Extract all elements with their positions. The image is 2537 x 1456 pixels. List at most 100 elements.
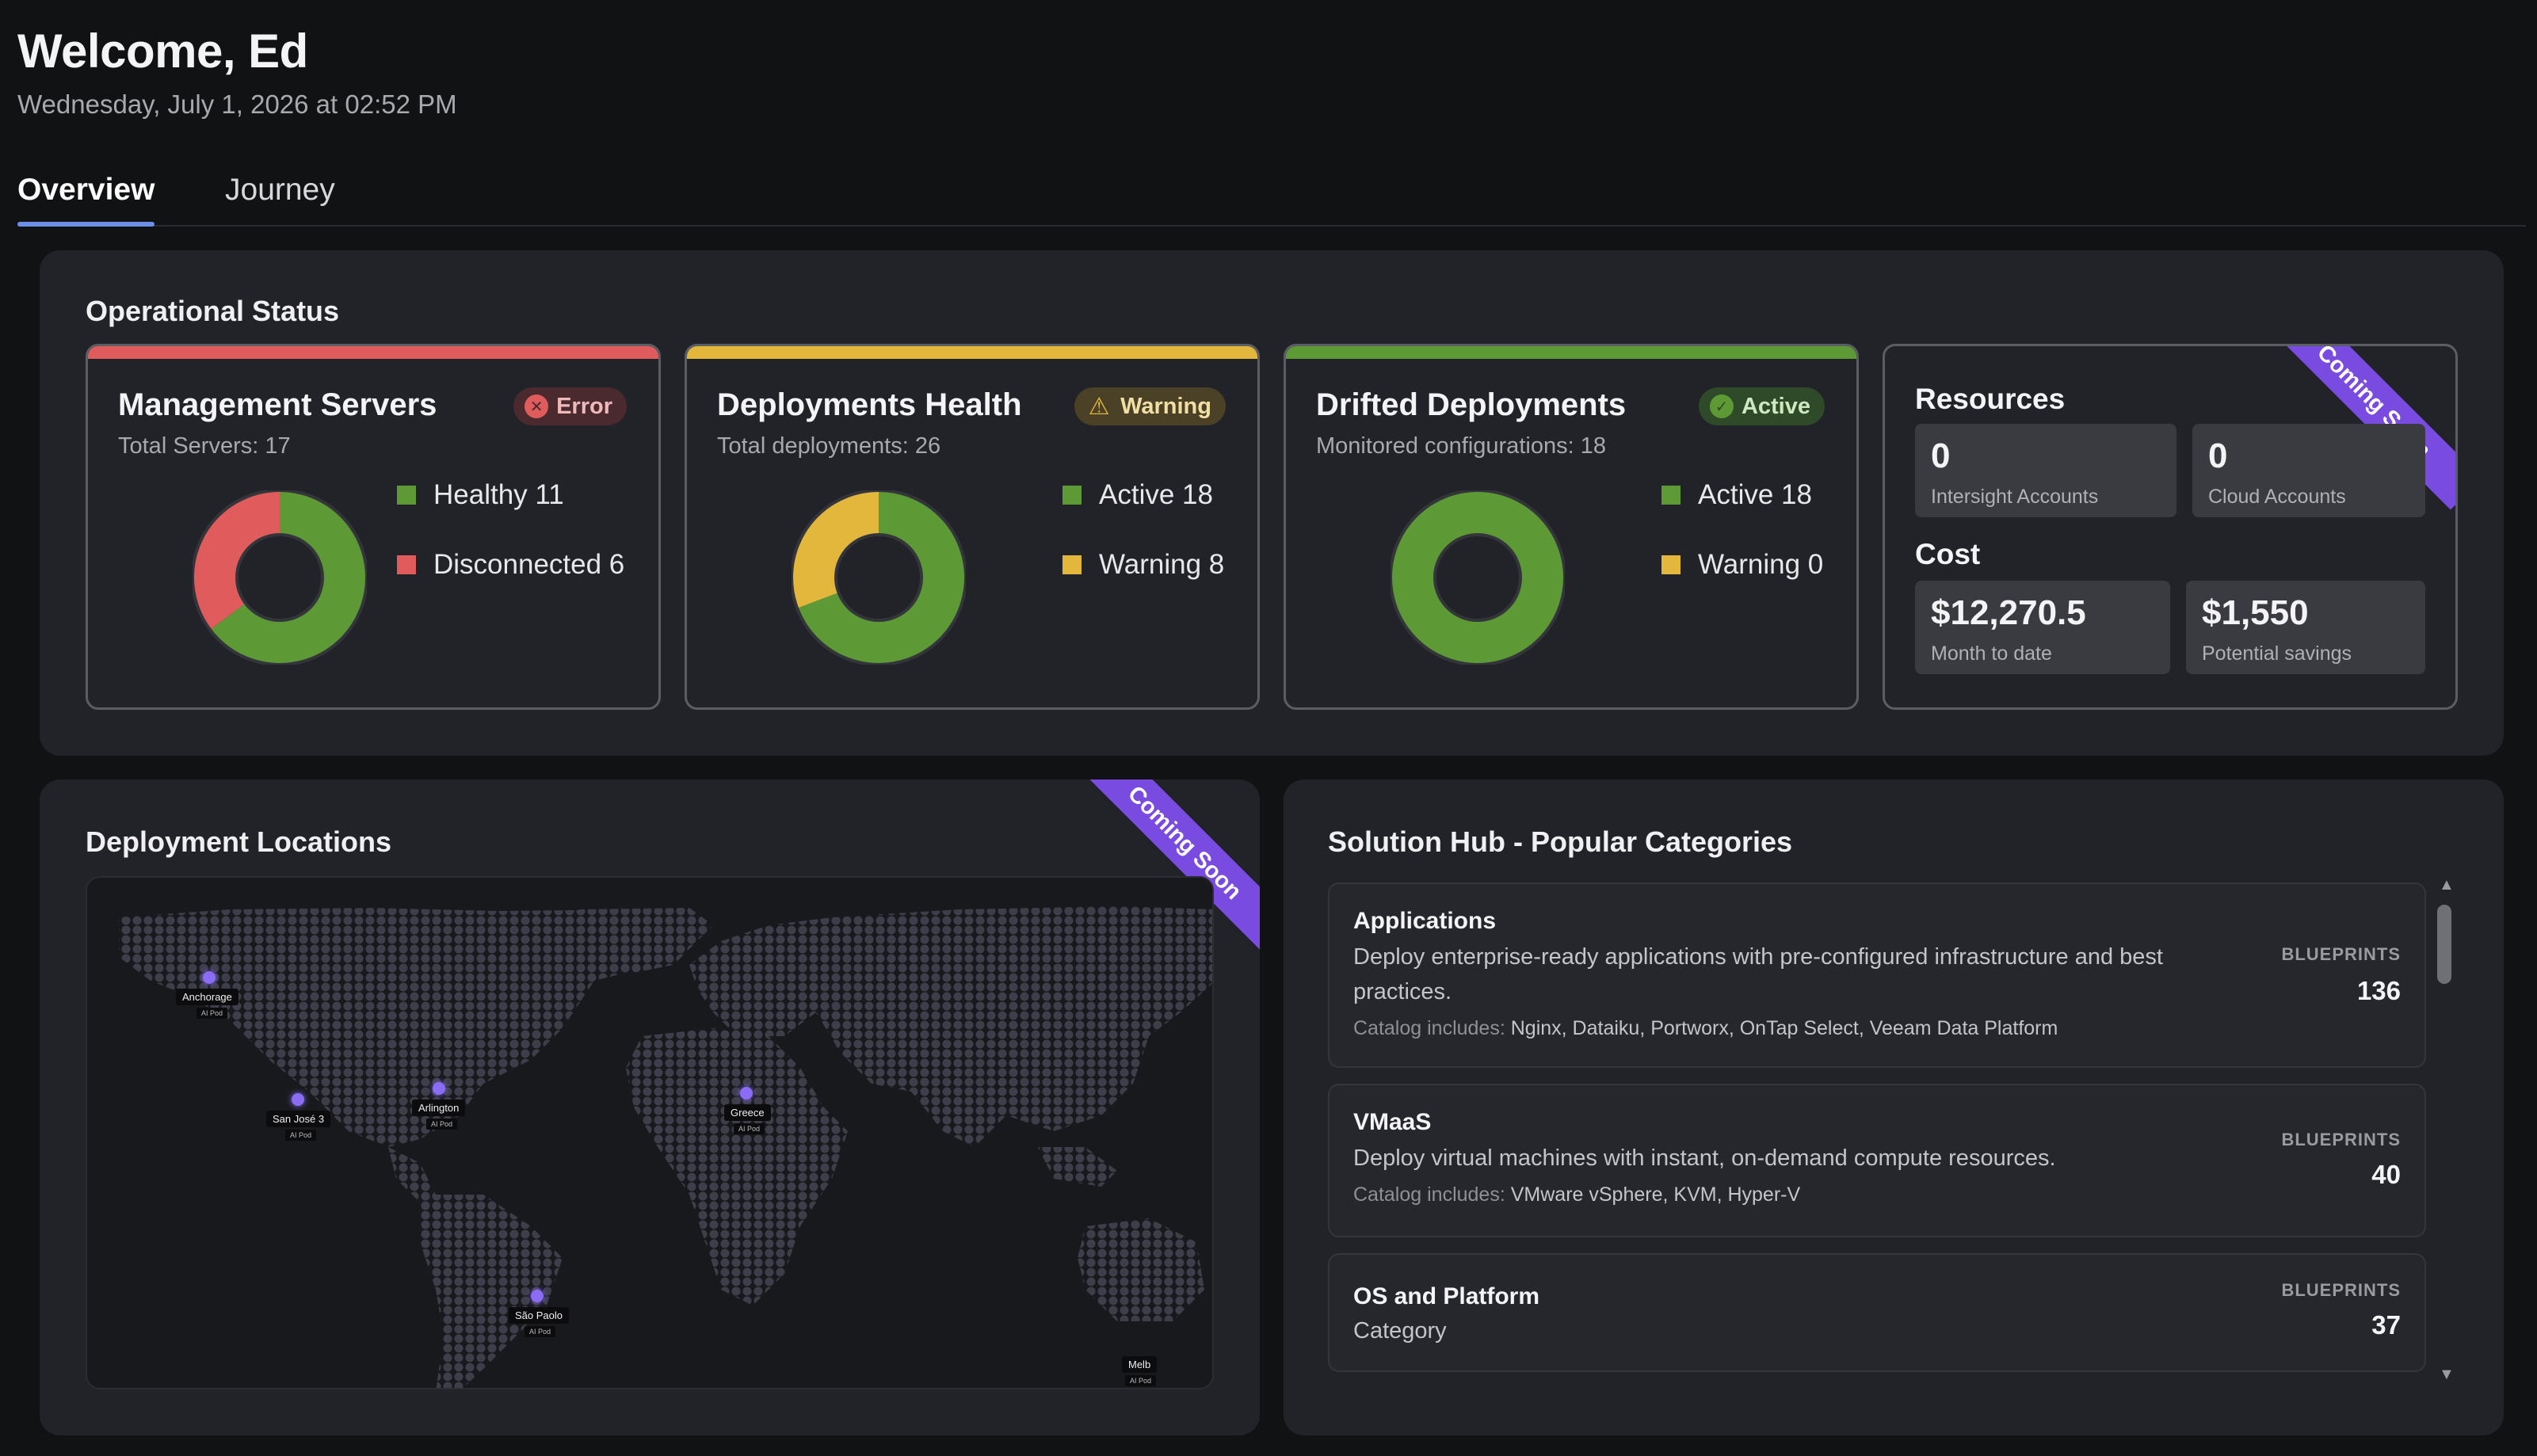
blueprints-label: BLUEPRINTS — [2281, 944, 2401, 964]
category-description: Category — [1353, 1318, 1447, 1344]
catalog-values: VMware vSphere, KVM, Hyper-V — [1510, 1183, 1801, 1206]
resources-title: Resources — [1915, 383, 2066, 415]
tab-overview[interactable]: Overview — [17, 166, 155, 227]
stat-value: 0 — [1931, 436, 1951, 475]
legend-item-warning: Warning 8 — [1062, 549, 1224, 581]
blueprints-count: 37 — [2371, 1310, 2401, 1340]
current-datetime: Wednesday, July 1, 2026 at 02:52 PM — [17, 90, 457, 119]
management-servers-card[interactable]: Management Servers ✕ Error Total Servers… — [86, 344, 661, 710]
card-accent-bar — [687, 346, 1257, 359]
pin-sublabel: AI Pod — [426, 1119, 458, 1130]
catalog-values: Nginx, Dataiku, Portworx, OnTap Select, … — [1510, 1017, 2058, 1039]
pin-label: São Paolo — [509, 1307, 569, 1324]
hub-category-os-platform[interactable]: OS and Platform Category BLUEPRINTS 37 — [1328, 1253, 2426, 1372]
month-to-date-stat: $12,270.5 Month to date — [1915, 581, 2170, 674]
tab-bar: Overview Journey — [17, 166, 2526, 227]
resources-card: Coming Soon Resources 0 Intersight Accou… — [1883, 344, 2458, 710]
stat-value: 0 — [2208, 436, 2228, 475]
pin-label: Anchorage — [176, 989, 238, 1005]
card-subtitle: Total Servers: 17 — [118, 433, 291, 459]
donut-chart — [792, 490, 966, 665]
page-title: Welcome, Ed — [17, 25, 308, 78]
legend-label: Healthy 11 — [433, 479, 564, 510]
stat-label: Intersight Accounts — [1931, 486, 2099, 508]
legend-label: Warning 8 — [1099, 549, 1225, 580]
card-title: Deployments Health — [717, 387, 1022, 422]
pin-marker-icon — [433, 1082, 445, 1095]
blueprints-label: BLUEPRINTS — [2281, 1280, 2401, 1300]
pin-sublabel: AI Pod — [196, 1008, 228, 1019]
operational-status-title: Operational Status — [86, 295, 340, 327]
status-badge-label: Active — [1741, 393, 1810, 419]
potential-savings-stat: $1,550 Potential savings — [2186, 581, 2425, 674]
status-badge-label: Warning — [1120, 393, 1211, 419]
pin-label: Greece — [724, 1104, 771, 1121]
pin-sublabel: AI Pod — [525, 1326, 556, 1337]
check-circle-icon: ✓ — [1709, 394, 1734, 418]
pin-sublabel: AI Pod — [1125, 1375, 1157, 1386]
donut-segment — [792, 490, 966, 665]
stat-label: Potential savings — [2202, 642, 2352, 665]
legend-swatch — [1062, 486, 1082, 505]
legend-label: Warning 0 — [1698, 549, 1824, 580]
stat-value: $1,550 — [2202, 593, 2309, 632]
status-badge: ✓ Active — [1698, 387, 1825, 425]
cloud-accounts-stat: 0 Cloud Accounts — [2192, 424, 2425, 517]
warning-triangle-icon: ⚠ — [1088, 393, 1110, 420]
pin-sublabel: AI Pod — [734, 1123, 765, 1134]
pin-sublabel: AI Pod — [285, 1130, 317, 1141]
legend-label: Disconnected 6 — [433, 549, 625, 580]
blueprints-count: 40 — [2371, 1160, 2401, 1189]
pin-label: Melb — [1122, 1356, 1158, 1373]
legend-swatch — [397, 555, 416, 574]
legend-item-healthy: Healthy 11 — [397, 479, 564, 511]
category-catalog: Catalog includes: Nginx, Dataiku, Portwo… — [1353, 1017, 2058, 1040]
legend-item-warning: Warning 0 — [1661, 549, 1823, 581]
solution-hub-title: Solution Hub - Popular Categories — [1328, 825, 1793, 858]
donut-chart — [193, 490, 367, 665]
pin-label: San José 3 — [266, 1111, 331, 1127]
legend-swatch — [397, 486, 416, 505]
hub-category-vmaas[interactable]: VMaaS Deploy virtual machines with insta… — [1328, 1084, 2426, 1237]
pin-marker-icon — [740, 1087, 753, 1100]
legend-label: Active 18 — [1099, 479, 1213, 510]
pin-label: Arlington — [412, 1100, 466, 1116]
tab-journey[interactable]: Journey — [225, 173, 335, 207]
cost-title: Cost — [1915, 538, 1981, 570]
category-catalog: Catalog includes: VMware vSphere, KVM, H… — [1353, 1183, 1800, 1206]
donut-chart — [1391, 490, 1565, 665]
page-header: Welcome, Ed Wednesday, July 1, 2026 at 0… — [17, 24, 457, 120]
legend-item-disconnected: Disconnected 6 — [397, 549, 624, 581]
legend-swatch — [1661, 555, 1681, 574]
donut-segment — [193, 490, 367, 665]
error-x-icon: ✕ — [525, 394, 549, 418]
scrollbar-thumb[interactable] — [2437, 905, 2451, 984]
stat-label: Month to date — [1931, 642, 2052, 665]
category-name: OS and Platform — [1353, 1283, 1540, 1309]
status-badge: ⚠ Warning — [1074, 387, 1226, 425]
legend-swatch — [1661, 486, 1681, 505]
category-description: Deploy enterprise-ready applications wit… — [1353, 944, 2163, 1004]
drifted-deployments-card[interactable]: Drifted Deployments ✓ Active Monitored c… — [1284, 344, 1859, 710]
category-name: Applications — [1353, 908, 1497, 934]
deployment-locations-title: Deployment Locations — [86, 825, 392, 858]
status-badge-label: Error — [556, 393, 612, 419]
category-description: Deploy virtual machines with instant, on… — [1353, 1145, 2056, 1171]
deployments-health-card[interactable]: Deployments Health ⚠ Warning Total deplo… — [685, 344, 1260, 710]
card-subtitle: Total deployments: 26 — [717, 433, 941, 459]
scroll-down-icon[interactable]: ▼ — [2439, 1366, 2455, 1383]
card-accent-bar — [88, 346, 658, 359]
world-map-graphic — [119, 906, 1212, 1388]
card-subtitle: Monitored configurations: 18 — [1316, 433, 1606, 459]
scroll-up-icon[interactable]: ▲ — [2439, 876, 2455, 894]
card-title: Drifted Deployments — [1316, 387, 1627, 422]
pin-marker-icon — [203, 971, 216, 984]
hub-category-applications[interactable]: Applications Deploy enterprise-ready app… — [1328, 882, 2426, 1068]
pin-marker-icon — [531, 1290, 544, 1302]
world-map[interactable]: Anchorage AI Pod San José 3 AI Pod Arlin… — [86, 876, 1214, 1389]
blueprints-label: BLUEPRINTS — [2281, 1130, 2401, 1149]
intersight-accounts-stat: 0 Intersight Accounts — [1915, 424, 2176, 517]
stat-value: $12,270.5 — [1931, 593, 2086, 632]
card-title: Management Servers — [118, 387, 437, 422]
catalog-prefix: Catalog includes: — [1353, 1017, 1505, 1039]
